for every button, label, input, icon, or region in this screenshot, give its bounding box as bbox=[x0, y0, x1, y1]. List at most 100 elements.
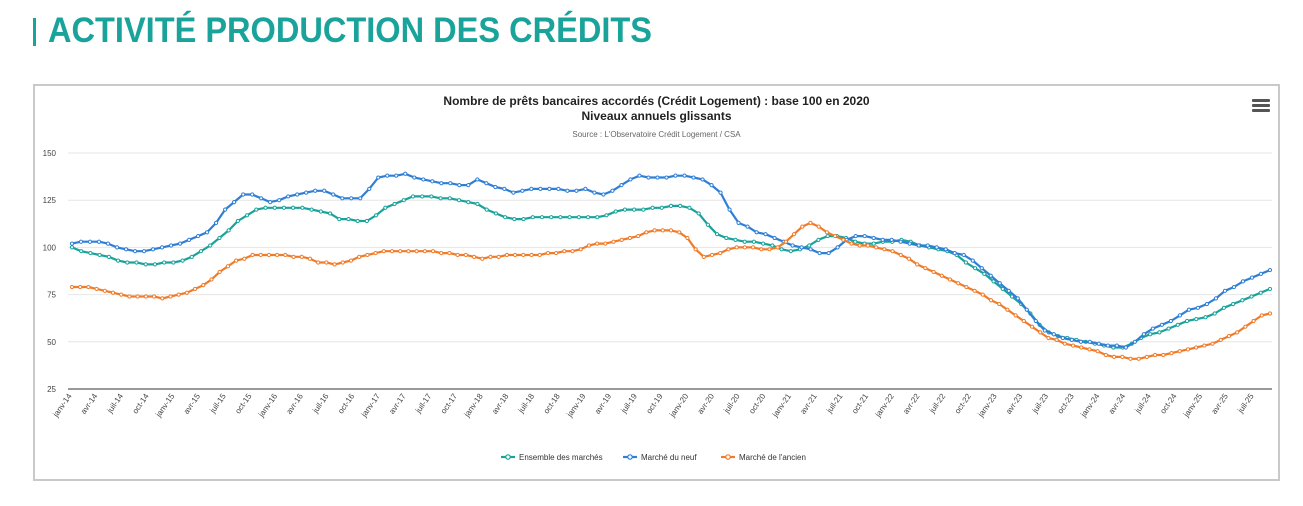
series-point bbox=[300, 205, 305, 210]
series-point bbox=[503, 215, 508, 220]
series-point bbox=[1114, 343, 1119, 348]
series-point bbox=[1194, 345, 1199, 350]
y-tick-label: 150 bbox=[43, 149, 57, 158]
x-tick-label: oct-23 bbox=[1056, 392, 1076, 416]
series-point bbox=[242, 256, 247, 261]
series-point bbox=[678, 203, 683, 208]
legend-item-label: Ensemble des marchés bbox=[519, 453, 603, 462]
series-point bbox=[1079, 345, 1084, 350]
series-point bbox=[1087, 347, 1092, 352]
x-tick-label: juil-25 bbox=[1235, 392, 1256, 416]
series-point bbox=[208, 243, 213, 248]
series-point bbox=[484, 207, 489, 212]
series-point bbox=[585, 215, 591, 220]
series-point bbox=[1249, 275, 1255, 280]
series-point bbox=[808, 247, 813, 252]
x-tick-label: oct-24 bbox=[1158, 392, 1178, 416]
series-point bbox=[340, 196, 345, 201]
series-point bbox=[592, 190, 597, 195]
series-point bbox=[763, 232, 768, 237]
series-point bbox=[1204, 301, 1210, 307]
series-point bbox=[69, 245, 75, 250]
series-line-2 bbox=[72, 221, 1271, 360]
x-tick-label: janv-14 bbox=[51, 392, 74, 420]
series-point bbox=[189, 254, 194, 259]
series-point bbox=[835, 245, 840, 250]
x-tick-label: avr-25 bbox=[1210, 392, 1231, 416]
series-point bbox=[1194, 317, 1199, 322]
series-point bbox=[687, 205, 692, 210]
series-point bbox=[700, 177, 705, 182]
series-point bbox=[151, 294, 157, 299]
series-point bbox=[788, 249, 793, 254]
series-point bbox=[86, 284, 91, 290]
series-point bbox=[1243, 324, 1248, 329]
series-point bbox=[826, 250, 831, 256]
chart-menu-icon[interactable] bbox=[1252, 99, 1270, 113]
series-point bbox=[701, 254, 706, 259]
series-point bbox=[963, 260, 968, 265]
series-point bbox=[1033, 318, 1038, 324]
series-point bbox=[726, 247, 731, 252]
series-point bbox=[134, 260, 139, 265]
series-point bbox=[530, 215, 535, 220]
series-point bbox=[956, 281, 961, 286]
series-point bbox=[646, 175, 651, 180]
series-point bbox=[250, 252, 255, 258]
series-point bbox=[779, 247, 784, 252]
series-point bbox=[291, 254, 296, 259]
series-point bbox=[127, 294, 132, 299]
series-point bbox=[714, 232, 720, 237]
series-point bbox=[767, 247, 772, 252]
series-point bbox=[742, 245, 747, 250]
x-tick-label: avr-20 bbox=[696, 392, 717, 416]
series-point bbox=[1070, 343, 1076, 348]
series-point bbox=[644, 230, 649, 235]
series-point bbox=[673, 173, 678, 178]
series-point bbox=[281, 205, 287, 210]
series-point bbox=[324, 260, 329, 265]
x-tick-label: janv-23 bbox=[976, 392, 999, 420]
series-point bbox=[466, 199, 471, 205]
series-point bbox=[304, 190, 309, 195]
series-point bbox=[447, 196, 452, 201]
series-point bbox=[1240, 298, 1245, 303]
series-point bbox=[677, 230, 682, 235]
series-point bbox=[1159, 322, 1165, 327]
series-point bbox=[406, 249, 411, 254]
series-point bbox=[286, 194, 291, 199]
x-tick-label: janv-18 bbox=[462, 392, 485, 420]
series-point bbox=[398, 249, 403, 254]
x-tick-label: avr-23 bbox=[1004, 392, 1025, 416]
series-point bbox=[331, 192, 336, 197]
series-point bbox=[176, 292, 181, 297]
series-point bbox=[198, 249, 204, 254]
series-point bbox=[558, 215, 563, 220]
series-point bbox=[637, 173, 642, 178]
series-point bbox=[421, 177, 426, 182]
series-point bbox=[1038, 330, 1043, 335]
series-point bbox=[1161, 352, 1166, 358]
x-tick-label: avr-24 bbox=[1107, 392, 1128, 416]
title-accent-bar bbox=[33, 18, 36, 46]
y-tick-label: 25 bbox=[47, 385, 56, 394]
x-tick-label: oct-22 bbox=[953, 392, 973, 416]
series-point bbox=[96, 239, 102, 244]
series-point bbox=[709, 182, 714, 188]
series-point bbox=[1175, 322, 1180, 327]
series-point bbox=[537, 252, 542, 258]
series-point bbox=[307, 256, 313, 261]
series-point bbox=[1213, 296, 1219, 301]
series-point bbox=[196, 233, 201, 239]
series-point bbox=[853, 233, 858, 239]
series-point bbox=[322, 188, 327, 193]
series-point bbox=[693, 247, 698, 252]
series-point bbox=[1249, 294, 1254, 299]
series-point bbox=[299, 254, 304, 259]
x-tick-label: oct-16 bbox=[336, 392, 356, 416]
series-point bbox=[939, 273, 944, 278]
series-point bbox=[429, 194, 434, 199]
series-point bbox=[979, 266, 984, 271]
series-point bbox=[340, 260, 345, 265]
series-point bbox=[105, 241, 111, 246]
